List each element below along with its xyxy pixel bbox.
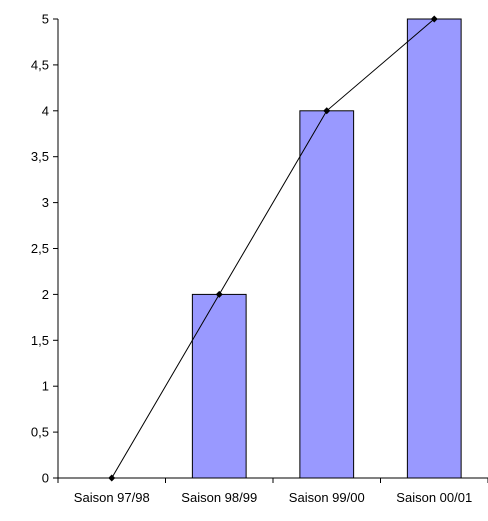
line-point (430, 15, 438, 23)
x-tick-label: Saison 00/01 (396, 490, 472, 505)
bar (299, 110, 355, 479)
x-tick-label: Saison 98/99 (181, 490, 257, 505)
line-point (215, 290, 223, 298)
y-tick-label: 0,5 (31, 425, 49, 440)
y-tick-label: 1 (42, 379, 49, 394)
y-tick-label: 0 (42, 471, 49, 486)
y-tick-label: 3,5 (31, 149, 49, 164)
line-point (323, 107, 331, 115)
x-tick-label: Saison 99/00 (289, 490, 365, 505)
y-tick-label: 2,5 (31, 241, 49, 256)
bar (191, 293, 247, 479)
y-tick-label: 3 (42, 195, 49, 210)
y-axis-ticks: 0 0,5 1 1,5 2 2,5 3 3,5 4 4,5 5 (31, 12, 58, 486)
y-tick-label: 2 (42, 287, 49, 302)
y-tick-label: 4,5 (31, 57, 49, 72)
line-path (111, 18, 435, 479)
x-axis-ticks: Saison 97/98 Saison 98/99 Saison 99/00 Sais… (57, 478, 488, 505)
bar (406, 18, 462, 479)
y-tick-label: 5 (42, 12, 49, 27)
line-series (108, 15, 438, 482)
bar-series (191, 18, 462, 479)
y-tick-label: 1,5 (31, 333, 49, 348)
line-point (108, 474, 116, 482)
x-tick-label: Saison 97/98 (74, 490, 150, 505)
y-tick-label: 4 (42, 103, 49, 118)
